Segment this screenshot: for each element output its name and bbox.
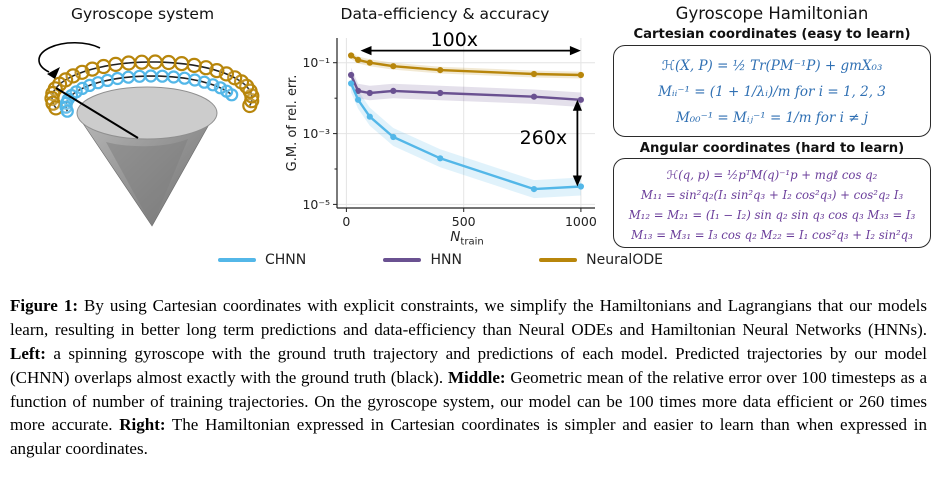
x-tick-label: 1000 <box>565 214 597 229</box>
chnn-trajectory-ring <box>132 69 147 83</box>
legend-swatch-chnn <box>218 258 256 262</box>
caption-text-1: By using Cartesian coordinates with expl… <box>10 296 928 339</box>
cartesian-math: ℋ(X, P) = ½ Tr(PM⁻¹P) + gmX₀₃ Mᵢᵢ⁻¹ = (1… <box>614 53 930 131</box>
data-point-HNN <box>530 93 538 100</box>
y-tick-label: 10⁻⁵ <box>302 197 330 212</box>
angular-math: ℋ(q, p) = ½pᵀM(q)⁻¹p + mgℓ cos q₂ M₁₁ = … <box>614 165 930 245</box>
cartesian-box-header: Cartesian coordinates (easy to learn) <box>633 27 911 42</box>
x-axis-label: Ntrain <box>337 229 597 248</box>
legend-label-neuralode: NeuralODE <box>586 252 663 268</box>
legend-label-chnn: CHNN <box>265 252 307 268</box>
neuralode-trajectory-ring <box>65 68 81 84</box>
caption-left-label: Left: <box>10 343 46 363</box>
data-point-HNN <box>390 87 397 94</box>
data-point-NeuralODE <box>348 52 355 59</box>
neuralode-trajectory-ring <box>120 55 137 71</box>
caption-text-4: The Hamiltonian expressed in Cartesian c… <box>10 415 927 459</box>
neuralode-trajectory-ring <box>161 54 177 71</box>
x-axis-label-sub: train <box>460 236 484 248</box>
spin-arrowhead <box>47 67 60 79</box>
caption-middle-label: Middle: <box>447 367 506 387</box>
neuralode-trajectory-ring <box>134 54 150 70</box>
data-point-CHNN <box>366 113 373 120</box>
chnn-trajectory-ring <box>60 104 74 118</box>
data-point-CHNN <box>437 155 444 162</box>
gyroscope-disk <box>76 86 218 140</box>
chnn-trajectory-ring <box>121 70 135 84</box>
spin-direction-arrow <box>38 41 101 73</box>
caption-text-3: Geometric mean of the relative error ove… <box>10 367 927 435</box>
cone-shadow <box>106 139 188 226</box>
middle-panel-title: Data-efficiency & accuracy <box>340 5 550 23</box>
uncertainty-band-NeuralODE <box>351 52 581 79</box>
y-axis-label: G.M. of rel. err. <box>285 75 300 172</box>
legend-item-chnn: CHNN <box>218 252 306 268</box>
legend-item-hnn: HNN <box>383 252 462 268</box>
caption-figure-label: Figure 1: <box>10 296 79 315</box>
left-panel-title: Gyroscope system <box>70 5 215 23</box>
spin-axis-line <box>55 87 139 139</box>
cartesian-eq-3: M₀₀⁻¹ = Mᵢⱼ⁻¹ = 1/m for i ≠ j <box>675 110 869 126</box>
legend-item-neuralode: NeuralODE <box>539 252 663 268</box>
cartesian-eq-1: ℋ(X, P) = ½ Tr(PM⁻¹P) + gmX₀₃ <box>661 58 883 74</box>
data-point-NeuralODE <box>355 56 362 64</box>
neuralode-trajectory-ring <box>227 70 243 86</box>
data-point-CHNN <box>348 80 355 87</box>
data-point-CHNN <box>530 186 538 193</box>
data-point-NeuralODE <box>530 70 538 78</box>
chart-legend: CHNN HNN NeuralODE <box>218 252 663 268</box>
annotation-100x: 100x <box>431 29 479 51</box>
legend-label-hnn: HNN <box>430 252 462 268</box>
neuralode-trajectory-ring <box>174 55 190 72</box>
neuralode-trajectory-ring <box>147 54 163 70</box>
chnn-trajectory-ring <box>144 69 158 83</box>
cartesian-eq-2: Mᵢᵢ⁻¹ = (1 + 1/λᵢ)/m for i = 1, 2, 3 <box>658 84 886 100</box>
neuralode-trajectory-ring <box>186 57 202 74</box>
y-tick-label: 10⁻³ <box>302 126 330 141</box>
chnn-trajectory-ring <box>188 73 202 87</box>
legend-swatch-neuralode <box>539 258 578 262</box>
angular-eq-1: ℋ(q, p) = ½pᵀM(q)⁻¹p + mgℓ cos q₂ <box>666 168 878 182</box>
chnn-trajectory-ring <box>155 69 169 83</box>
angular-eq-4: M₁₃ = M₃₁ = I₃ cos q₂ M₂₂ = I₁ cos²q₃ + … <box>631 228 913 242</box>
data-point-HNN <box>366 89 373 97</box>
angular-eq-2: M₁₁ = sin²q₂(I₁ sin²q₃ + I₂ cos²q₃) + co… <box>640 188 904 202</box>
data-point-NeuralODE <box>437 67 444 74</box>
annotation-260x: 260x <box>520 127 568 149</box>
caption-right-label: Right: <box>119 415 166 435</box>
angular-hamiltonian-box: ℋ(q, p) = ½pᵀM(q)⁻¹p + mgℓ cos q₂ M₁₁ = … <box>613 158 931 248</box>
data-point-HNN <box>348 71 355 79</box>
data-point-NeuralODE <box>390 63 397 70</box>
gyroscope-illustration <box>38 41 260 227</box>
data-point-HNN <box>577 96 584 103</box>
uncertainty-band-CHNN <box>351 74 581 199</box>
x-axis-label-base: N <box>450 229 461 245</box>
data-point-NeuralODE <box>577 71 584 79</box>
x-tick-label: 500 <box>452 214 476 229</box>
data-point-HNN <box>355 87 362 94</box>
data-point-CHNN <box>390 133 397 141</box>
angular-eq-3: M₁₂ = M₂₁ = (I₁ − I₂) sin q₂ sin q₃ cos … <box>628 208 916 222</box>
legend-swatch-hnn <box>383 258 422 262</box>
caption-text-2: a spinning gyroscope with the ground tru… <box>10 343 927 387</box>
figure-caption: Figure 1: By using Cartesian coordinates… <box>10 294 927 461</box>
angular-box-header: Angular coordinates (hard to learn) <box>639 141 905 156</box>
data-point-CHNN <box>355 96 362 103</box>
data-point-HNN <box>437 89 444 97</box>
error-vs-ntrain-chart: G.M. of rel. err. 10⁻¹ 10⁻³ 10⁻⁵ 0 500 1000 10… <box>285 29 597 229</box>
chnn-trajectory-ring <box>177 71 192 85</box>
right-panel-title: Gyroscope Hamiltonian <box>675 4 869 23</box>
y-tick-label: 10⁻¹ <box>302 55 330 70</box>
chnn-trajectory-ring <box>167 70 181 84</box>
chnn-trajectory-ring <box>220 84 234 98</box>
x-tick-label: 0 <box>342 214 350 229</box>
neuralode-trajectory-ring <box>108 56 124 73</box>
data-point-CHNN <box>577 183 584 190</box>
data-point-NeuralODE <box>366 59 373 66</box>
cartesian-hamiltonian-box: ℋ(X, P) = ½ Tr(PM⁻¹P) + gmX₀₃ Mᵢᵢ⁻¹ = (1… <box>613 45 931 137</box>
